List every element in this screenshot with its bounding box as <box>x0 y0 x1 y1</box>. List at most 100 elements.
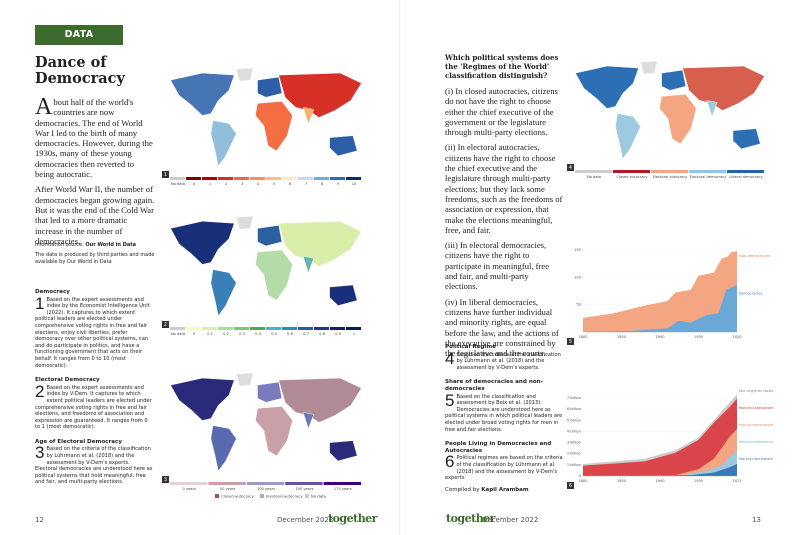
definition-heading: Share of democracies and non-democracies <box>445 379 543 392</box>
legend-swatch <box>260 494 264 498</box>
legend-swatch <box>282 327 297 330</box>
series-label: People living in liberal democracies <box>739 457 773 461</box>
regime-types: (i) In closed autocracies, citizens do n… <box>445 86 563 363</box>
y-tick-label: 3 billion <box>567 441 581 445</box>
legend-label: Liberal democracy <box>729 175 763 179</box>
region <box>255 249 293 301</box>
y-tick-label: 150 <box>574 248 582 252</box>
region <box>257 76 283 98</box>
region <box>278 221 362 267</box>
legend-label: 0.6 <box>287 332 293 336</box>
legend-label: Closed autocracy <box>616 175 648 179</box>
definition-number: 6 <box>445 452 455 472</box>
region <box>329 440 358 462</box>
legend-label: 0.1 <box>207 332 213 336</box>
figure-number: 6 <box>567 482 574 489</box>
series-label: No regime data <box>739 389 773 393</box>
region <box>575 65 639 109</box>
definition-text: Based on the criteria of the classificat… <box>35 446 153 486</box>
legend-label: 3 <box>241 182 243 186</box>
x-tick-label: 2020 <box>732 335 742 339</box>
legend-swatch <box>186 327 201 330</box>
legend-label: 6 <box>289 182 292 186</box>
source-note: The data is produced by third parties an… <box>35 252 155 265</box>
legend-swatch <box>218 177 233 180</box>
legend-label: Electoral autocracy <box>653 175 689 179</box>
y-tick-label: 1 billion <box>567 463 581 467</box>
region <box>257 381 283 403</box>
y-tick-label: 6 billion <box>567 407 581 411</box>
legend-swatch <box>170 177 185 180</box>
x-tick-label: 1850 <box>617 479 627 483</box>
legend-label: 0.4 <box>255 332 261 336</box>
legend-label: 0 <box>193 182 196 186</box>
region <box>661 69 686 91</box>
legend-swatch <box>234 327 249 330</box>
y-tick-label: 0 <box>579 474 582 478</box>
legend-label: No data <box>171 332 185 336</box>
figure-number-box <box>567 482 574 489</box>
figure-number: 5 <box>567 338 574 345</box>
legend-swatch <box>202 177 217 180</box>
definition-heading: Electoral Democracy <box>35 377 100 384</box>
figure: No data 0 1 2 3 4 5 6 7 8 9 10 1 <box>162 67 362 186</box>
x-tick-label: 2021 <box>732 479 741 483</box>
figure-number: 2 <box>162 321 169 328</box>
definition-number: 5 <box>445 390 455 410</box>
legend-swatch <box>234 177 249 180</box>
legend-swatch <box>346 177 361 180</box>
legend-label: Electoral autocracy <box>266 494 303 499</box>
compiled: Compiled by Kapil Arambam <box>445 487 529 493</box>
legend-swatch <box>186 177 201 180</box>
x-tick-label: 1900 <box>655 335 665 339</box>
legend-swatch <box>215 494 219 498</box>
area <box>583 463 737 476</box>
region <box>236 67 254 82</box>
figure-number-box <box>162 171 169 178</box>
region <box>257 225 283 247</box>
legend-label: Closed autocracy <box>221 494 255 499</box>
region <box>329 135 358 157</box>
compiled-label: Compiled by <box>445 487 480 493</box>
source-label: Information source: <box>35 242 84 248</box>
figure-number-label: 5 <box>569 339 572 345</box>
x-tick-label: 1850 <box>617 335 627 339</box>
legend-label: 2 <box>225 182 227 186</box>
figure-number-label: 4 <box>569 165 572 171</box>
legend-label: No data <box>171 182 185 186</box>
region <box>329 284 358 306</box>
definition-text: Based on the expert assessments and inde… <box>35 384 152 431</box>
question: Which political systems does the 'Regime… <box>445 53 559 80</box>
world-map <box>575 60 765 160</box>
definition: Share of democracies and non-democracies… <box>445 379 563 433</box>
definition-text: Based on the classification and assessme… <box>445 393 563 433</box>
series-label: Democracies <box>739 291 763 295</box>
figure: No data 0 0.1 0.2 0.3 0.4 0.5 0.6 0.7 0.8 0.9 1 2 <box>162 215 362 336</box>
region <box>170 377 235 421</box>
figure-number-label: 2 <box>164 322 167 328</box>
region <box>170 72 235 116</box>
x-tick-label: 1800 <box>578 335 588 339</box>
legend-swatch <box>689 170 726 173</box>
region <box>255 101 293 152</box>
legend-label: 0 <box>193 332 196 336</box>
legend-swatch <box>323 482 361 485</box>
legend-label: Electoral democracy <box>690 175 728 179</box>
definition-heading: Democracy <box>35 289 70 295</box>
definition: People Living in Democracies and Autocra… <box>445 441 563 482</box>
legend-swatch <box>330 177 345 180</box>
regime-type: (i) In closed autocracies, citizens do n… <box>445 86 558 138</box>
legend-label: 10 <box>352 182 357 186</box>
gutter <box>399 0 401 535</box>
figure-number-box <box>567 338 574 345</box>
definition-number: 1 <box>35 293 45 313</box>
series-label: People living in closed autocracies <box>739 406 773 410</box>
region <box>615 113 641 160</box>
world-map <box>170 372 362 472</box>
region <box>278 377 362 423</box>
regime-type: (iii) In electoral democracies, citizens… <box>445 240 550 292</box>
figure-number: 4 <box>567 164 574 171</box>
legend-label: No data <box>311 494 326 499</box>
figure-number-box <box>567 164 574 171</box>
